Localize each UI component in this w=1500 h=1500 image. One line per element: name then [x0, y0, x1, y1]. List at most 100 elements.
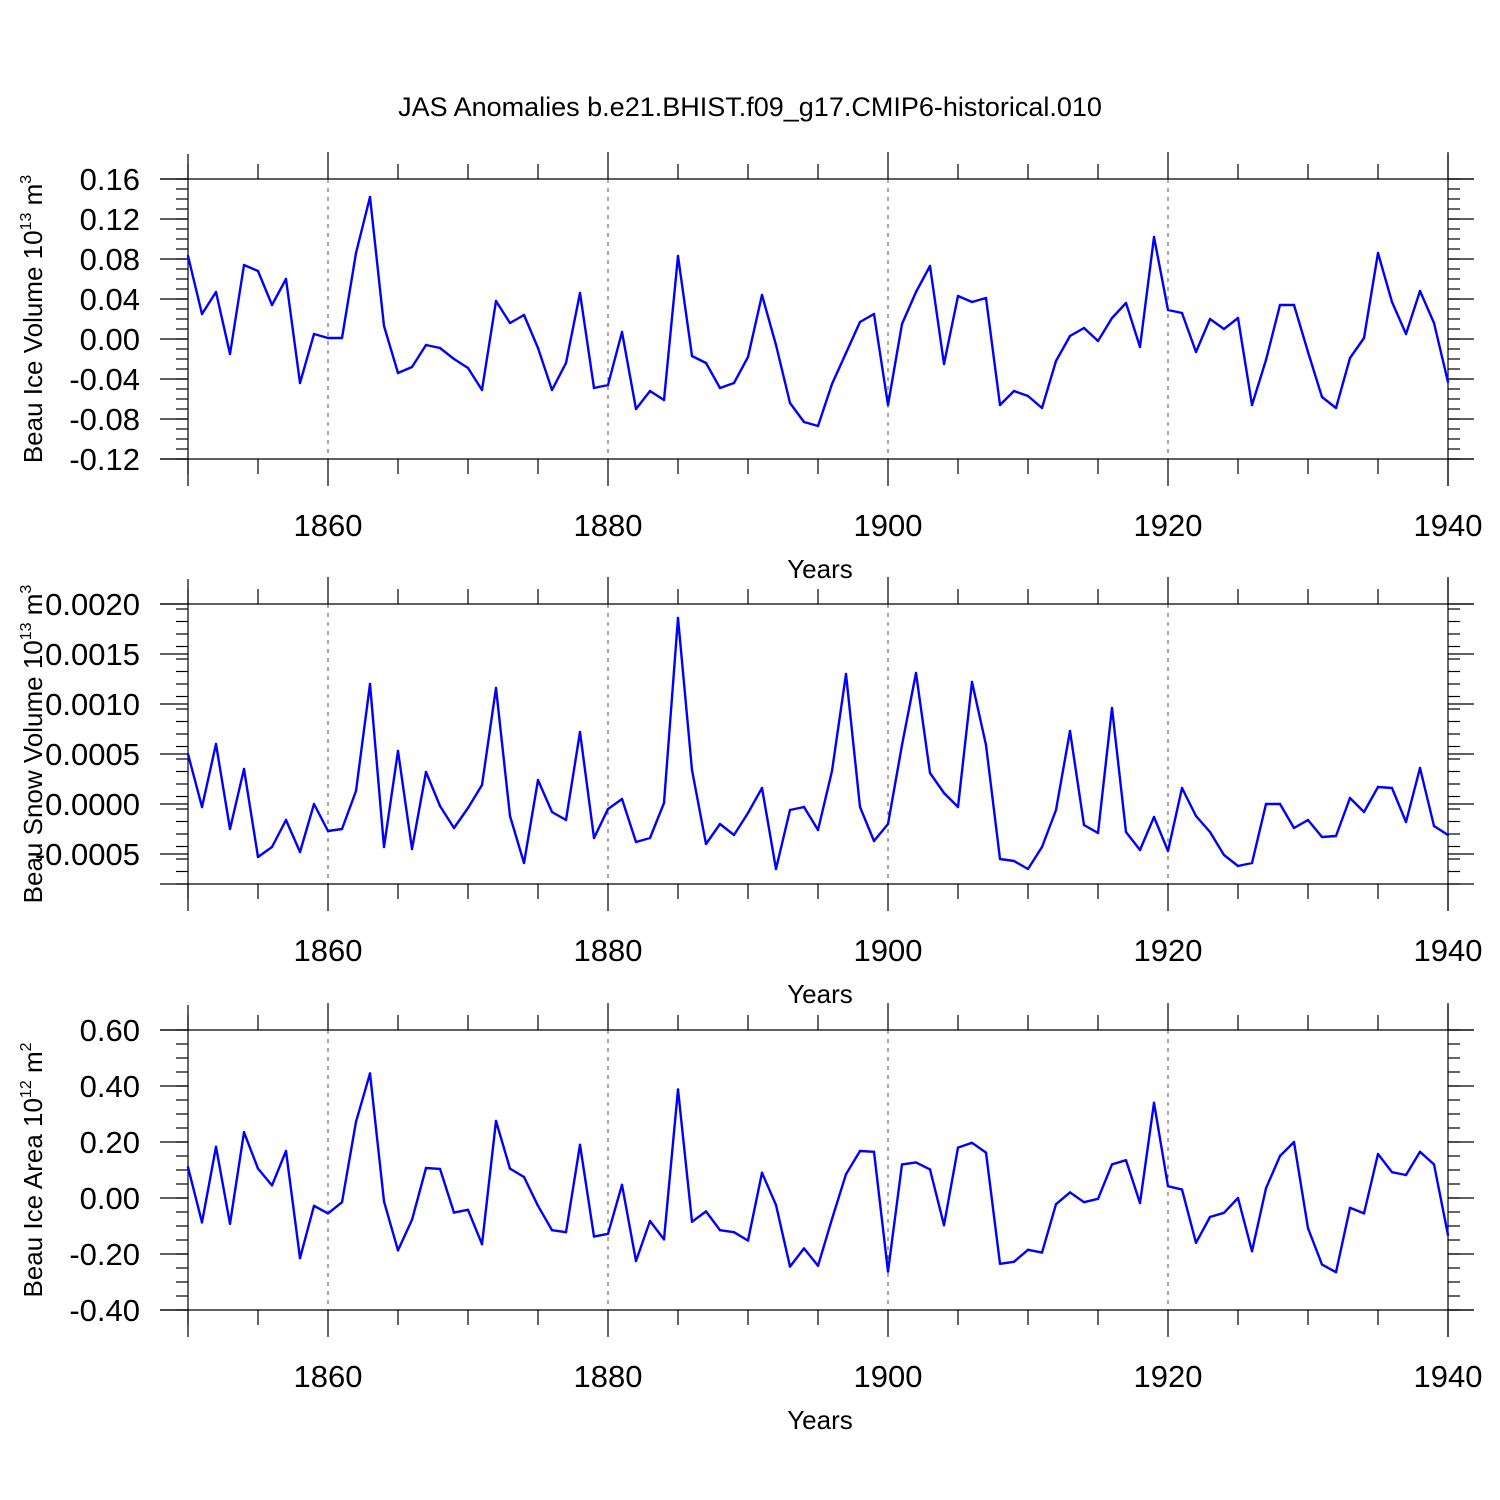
data-point [1110, 316, 1114, 320]
data-point [564, 361, 568, 365]
data-point [704, 361, 708, 365]
data-point [1110, 706, 1114, 710]
y-tick-label: 0.0015 [45, 637, 140, 672]
data-point [186, 1166, 190, 1169]
data-point [886, 822, 890, 826]
data-point [690, 768, 694, 772]
y-tick-label: -0.12 [69, 442, 140, 477]
data-point [984, 1151, 988, 1154]
data-point [746, 1239, 750, 1242]
x-tick-label: 1860 [294, 933, 363, 968]
y-axis-label: Beau Snow Volume 1013 m3 [18, 585, 48, 904]
data-point [844, 351, 848, 355]
data-point [900, 322, 904, 326]
data-point [998, 403, 1002, 407]
data-point [578, 1143, 582, 1147]
data-point [592, 386, 596, 390]
data-point [508, 814, 512, 818]
data-point [1446, 380, 1450, 384]
y-axis-label: Beau Ice Volume 1013 m3 [18, 175, 48, 463]
data-point [620, 797, 624, 801]
data-point [1152, 235, 1156, 239]
data-point [326, 829, 330, 833]
data-point [928, 771, 932, 775]
panel-3: 1860 1880 1900 1920 1940 -0.40 -0.20 0.00 0.20 0.… [18, 1003, 1482, 1435]
data-point [256, 855, 260, 859]
data-point [1124, 301, 1128, 305]
data-point [704, 1210, 708, 1213]
data-point [774, 343, 778, 347]
y-tick-label: 0.0020 [45, 587, 140, 622]
data-point [508, 1167, 512, 1170]
data-point [480, 783, 484, 787]
data-point [1236, 316, 1240, 320]
data-point [228, 827, 232, 831]
data-point [1404, 332, 1408, 336]
data-point [1418, 289, 1422, 293]
data-point [998, 857, 1002, 861]
data-point [1166, 1185, 1170, 1188]
x-tick-label: 1920 [1134, 508, 1203, 543]
data-point [1194, 350, 1198, 354]
data-point [410, 847, 414, 851]
data-point [1278, 802, 1282, 806]
data-point [1390, 1171, 1394, 1174]
data-point [1418, 766, 1422, 770]
data-point [508, 321, 512, 325]
data-point [1362, 336, 1366, 340]
data-point [956, 294, 960, 298]
data-point [256, 269, 260, 273]
data-point [228, 352, 232, 356]
data-point [354, 1120, 358, 1124]
data-point [718, 1229, 722, 1232]
data-point [914, 290, 918, 294]
data-point [816, 1264, 820, 1268]
data-point [452, 357, 456, 361]
panels: 1860 1880 1900 1920 1940-0.12-0.08-0.040.000… [18, 152, 1482, 1435]
x-axis-label: Years [787, 554, 853, 584]
data-point [438, 1167, 442, 1171]
data-point [340, 336, 344, 340]
data-point [1390, 786, 1394, 790]
data-point [858, 1149, 862, 1153]
data-point [298, 381, 302, 385]
data-point [676, 1088, 680, 1091]
data-point [522, 313, 526, 317]
data-point [1222, 853, 1226, 857]
data-point [298, 850, 302, 854]
data-point [1432, 1163, 1436, 1166]
data-point [480, 1243, 484, 1246]
data-point [368, 682, 372, 686]
data-point [970, 680, 974, 684]
data-point [634, 407, 638, 411]
data-point [662, 398, 666, 402]
data-point [354, 251, 358, 255]
data-point [466, 366, 470, 370]
data-point [1390, 300, 1394, 304]
data-point [1138, 1201, 1142, 1205]
data-point [396, 749, 400, 753]
y-tick-label: 0.00 [80, 1181, 140, 1216]
data-point [550, 810, 554, 814]
data-point [1054, 359, 1058, 363]
data-point [1194, 1241, 1198, 1245]
data-point [1278, 303, 1282, 307]
data-point [1138, 345, 1142, 349]
data-point [1236, 864, 1240, 868]
data-point [368, 195, 372, 199]
data-point [802, 1247, 806, 1250]
data-point [270, 1184, 274, 1187]
x-tick-label: 1900 [854, 933, 923, 968]
data-point [956, 805, 960, 809]
y-tick-label: 0.12 [80, 202, 140, 237]
data-point [1292, 303, 1296, 307]
data-point [844, 1173, 848, 1176]
data-point [410, 1218, 414, 1222]
data-point [970, 300, 974, 304]
data-point [1040, 845, 1044, 849]
data-point [1376, 251, 1380, 255]
data-point [872, 1150, 876, 1154]
data-point [1362, 810, 1366, 814]
data-point [564, 818, 568, 822]
x-tick-label: 1880 [574, 933, 643, 968]
